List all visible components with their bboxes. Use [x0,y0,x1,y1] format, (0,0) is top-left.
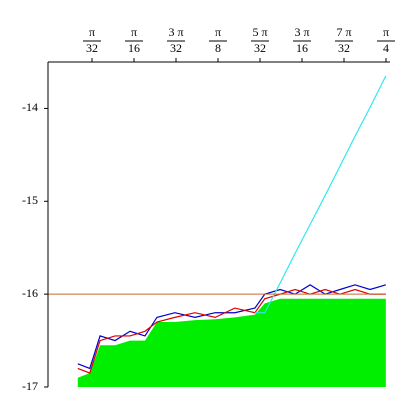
x-tick-denominator: 16 [128,41,140,55]
x-tick-denominator: 32 [254,41,266,55]
y-tick-label: -16 [22,286,38,300]
x-tick-denominator: 4 [383,41,389,55]
x-tick-numerator: 7 π [336,25,351,39]
x-tick-denominator: 16 [296,41,308,55]
y-tick-label: -17 [22,379,38,393]
y-tick-label: -15 [22,193,38,207]
x-tick-numerator: π [383,25,389,39]
x-tick-numerator: π [89,25,95,39]
x-tick-denominator: 32 [86,41,98,55]
x-tick-numerator: 5 π [252,25,267,39]
x-tick-numerator: π [215,25,221,39]
x-tick-numerator: 3 π [294,25,309,39]
area [77,298,386,387]
line [77,284,386,370]
x-tick-denominator: 32 [170,41,182,55]
x-tick-denominator: 32 [338,41,350,55]
line [254,75,387,314]
x-tick-numerator: π [131,25,137,39]
line [77,288,386,374]
x-tick-denominator: 8 [215,41,221,55]
y-tick-label: -14 [22,100,38,114]
x-tick-numerator: 3 π [168,25,183,39]
